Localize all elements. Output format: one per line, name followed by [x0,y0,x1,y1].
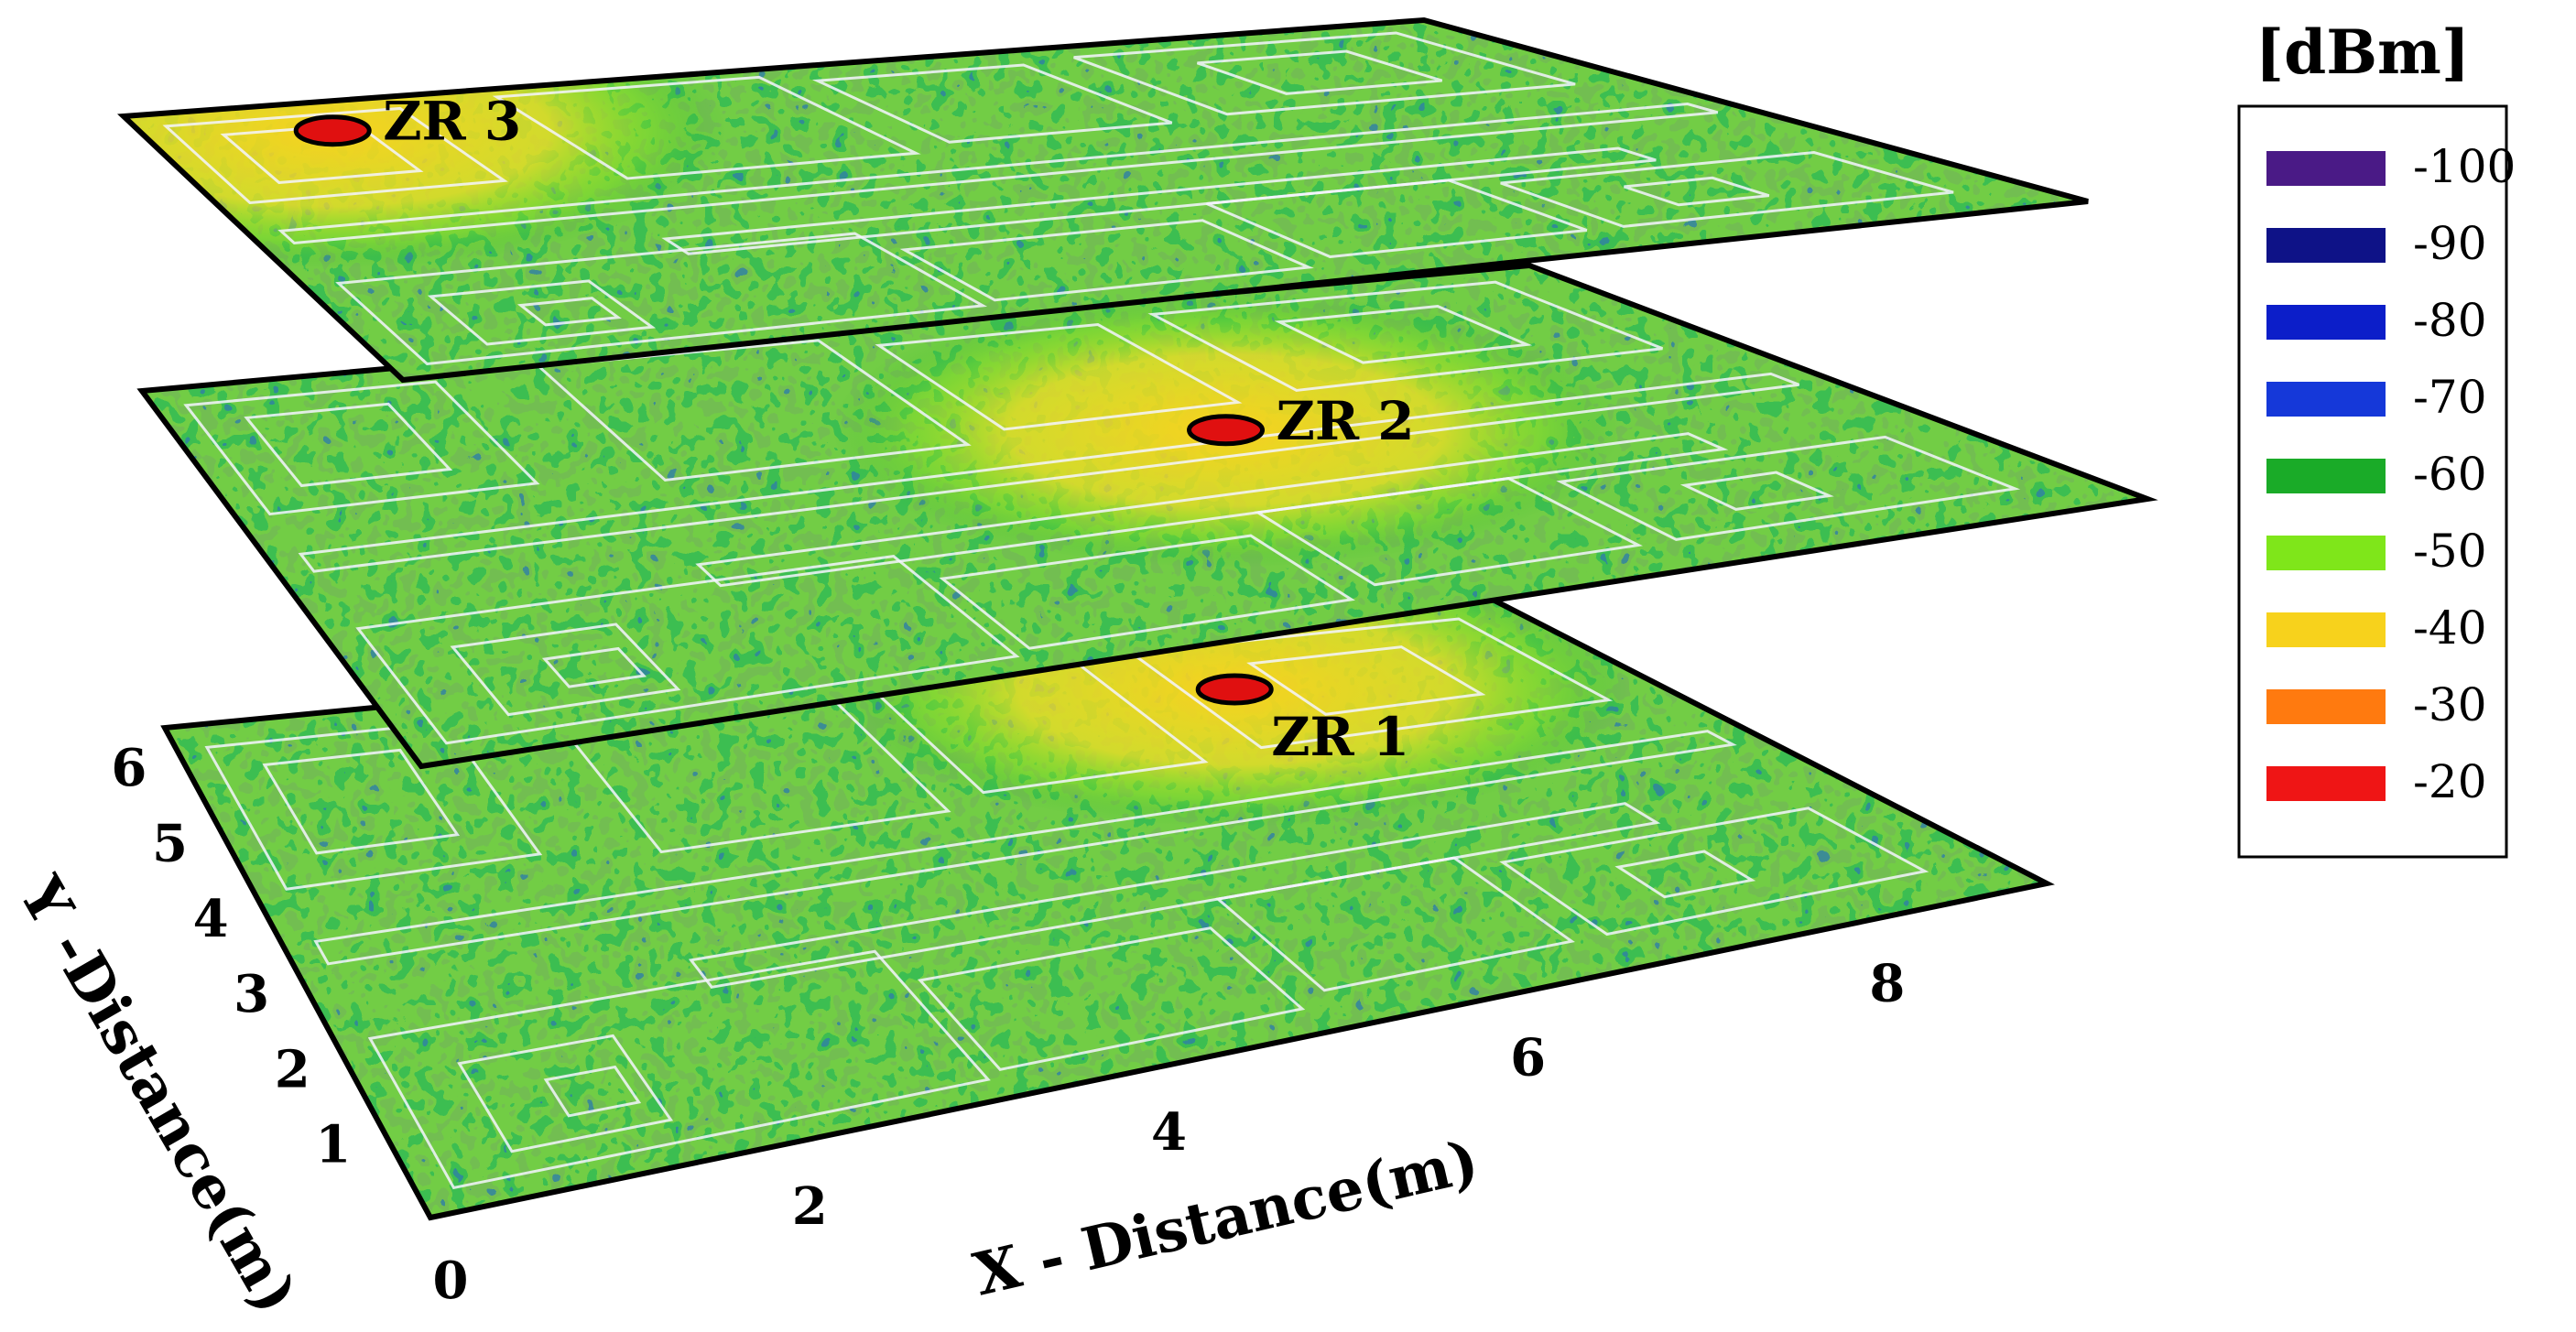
room-outline [313,730,1737,966]
colorbar-label: -40 [2413,601,2487,655]
colorbar-label: -20 [2413,755,2487,808]
room-outline [1614,850,1756,899]
room-outline [1147,280,1663,392]
room-outline [457,1034,674,1153]
room-outline [899,219,1314,302]
room-outline [1126,617,1614,750]
room-outline [1246,645,1486,716]
y-tick-label: 6 [111,738,147,798]
colorbar-swatch [2266,382,2386,417]
room-outline [367,949,991,1190]
room-outline [516,297,622,327]
colorbar-title: [dBm] [2255,16,2470,88]
room-outline [661,146,1657,255]
colorbar-label: -80 [2413,294,2487,347]
colorbar-swatch [2266,766,2386,801]
receiver-marker [293,114,372,147]
receiver-label: ZR 1 [1271,706,1409,768]
colorbar-label: -60 [2413,448,2487,501]
x-tick-label: 6 [1510,1028,1546,1088]
y-tick-label: 5 [152,813,188,873]
room-outline [262,748,461,855]
room-outline [1624,176,1770,207]
plane-border [136,262,2158,770]
room-outline [688,802,1661,989]
y-tick-label: 1 [315,1115,351,1175]
colorbar-swatch [2266,689,2386,724]
room-outline [1196,49,1443,95]
room-outline [541,646,647,688]
room-outline [335,232,988,366]
room-outline [298,372,1800,573]
colorbar-legend: [dBm] -100 -90 -80 -70 -60 -50 -40 -30 -20 [2237,16,2516,859]
room-outline [1556,435,2021,541]
x-tick-label: 4 [1151,1102,1187,1163]
y-axis-title: Y -Distance(m) [5,865,310,1325]
room-outline [1679,471,1834,511]
room-outline [535,339,972,482]
x-axis-title: X - Distance(m) [968,1127,1485,1310]
room-outline [1499,807,1929,937]
colorbar-label: -100 [2413,140,2516,193]
colorbar-label: -90 [2413,217,2487,270]
x-tick-label: 2 [792,1176,828,1237]
room-outline [355,555,1020,745]
room-outline [244,402,453,488]
room-outline [1274,305,1533,364]
x-tick-label: 0 [433,1251,469,1311]
room-outline [427,279,657,346]
room-outline [695,432,1729,588]
room-outline [450,623,681,717]
receiver-label: ZR 2 [1277,390,1415,452]
colorbar-swatch [2266,459,2386,493]
room-outline [543,1065,642,1118]
colorbar-swatch [2266,612,2386,647]
floor-plan-outline [183,280,2021,745]
room-outline [939,534,1355,650]
floor-plan-outline [204,617,1929,1190]
y-tick-label: 3 [234,964,269,1024]
colorbar-swatch [2266,228,2386,263]
plane-border [116,16,2089,384]
room-outline [162,106,508,205]
y-tick-label: 2 [275,1039,310,1099]
receiver-marker [1187,414,1266,447]
colorbar-swatch [2266,536,2386,570]
room-outline [183,380,540,516]
y-tick-label: 4 [193,889,229,949]
room-outline [1073,31,1576,116]
receiver-label: ZR 3 [383,91,521,153]
receiver-marker [1195,673,1274,706]
floor-plan-outline [162,31,1954,366]
room-outline [811,63,1173,144]
room-outline [1500,150,1954,228]
colorbar-entries: -100 -90 -80 -70 -60 -50 -40 -30 -20 [2266,140,2516,808]
colorbar-swatch [2266,151,2386,186]
room-outline [277,103,1719,245]
room-outline [875,323,1243,431]
colorbar-swatch [2266,305,2386,340]
room-outline [917,926,1306,1071]
x-tick-label: 8 [1869,954,1905,1014]
room-outline [492,75,921,180]
colorbar-label: -70 [2413,371,2487,424]
colorbar-label: -30 [2413,678,2487,731]
colorbar-label: -50 [2413,525,2487,578]
